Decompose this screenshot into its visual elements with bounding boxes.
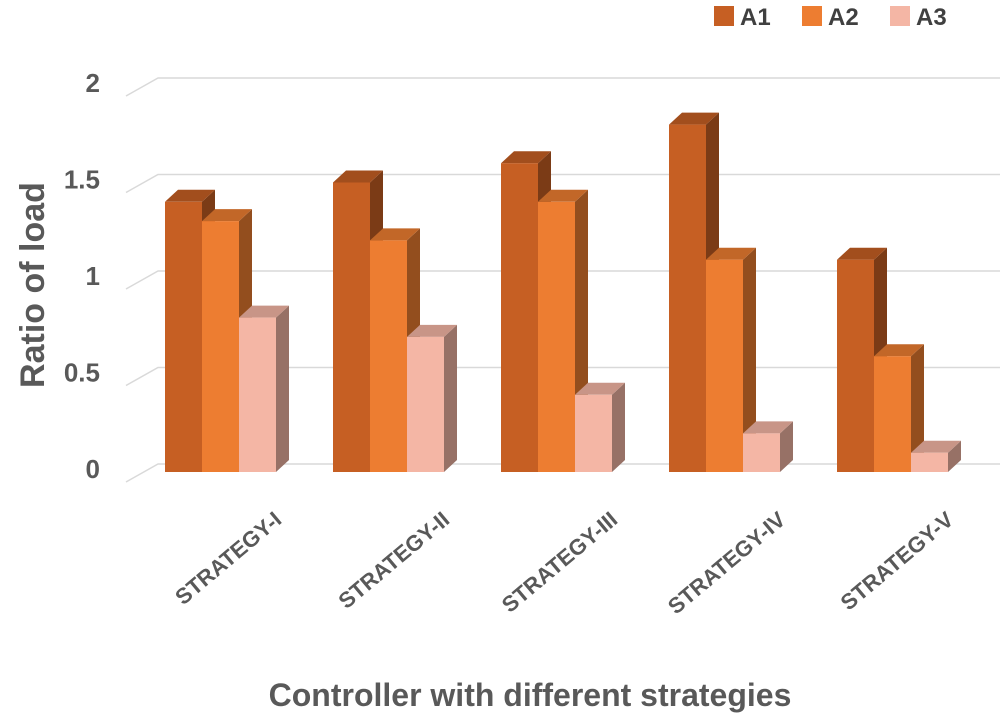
bar-top [575, 382, 625, 395]
bar-top [837, 247, 887, 260]
gridline [125, 173, 1000, 194]
bar-top [669, 112, 719, 125]
bar-top [239, 305, 289, 318]
bar-a3-4 [743, 421, 793, 472]
legend-label: A1 [740, 4, 771, 31]
bar-side [780, 421, 793, 472]
x-axis-title: Controller with different strategies [269, 677, 792, 713]
bar-top [538, 189, 588, 202]
bar-front [743, 433, 780, 472]
bar-top [743, 421, 793, 434]
bar-front [165, 201, 202, 473]
bar-a3-5 [911, 440, 961, 472]
bar-front [239, 317, 276, 472]
bar-front [538, 201, 575, 473]
y-axis-ticks: 0 0.5 1 1.5 2 [64, 68, 100, 484]
x-tick-label: STRATEGY-III [497, 507, 622, 618]
y-tick-label: 0.5 [64, 358, 100, 388]
y-axis-title: Ratio of load [14, 182, 52, 388]
y-tick-label: 1 [86, 261, 100, 291]
x-tick-label: STRATEGY-V [836, 506, 959, 615]
bar-top [333, 170, 383, 183]
x-tick-label: STRATEGY-IV [663, 506, 790, 619]
x-axis-labels: STRATEGY-I STRATEGY-II STRATEGY-III STRATEG… [170, 506, 958, 619]
legend: A1 A2 A3 [714, 4, 947, 31]
y-tick-label: 0 [86, 454, 100, 484]
bar-a3-1 [239, 305, 289, 472]
bar-top [874, 344, 924, 357]
legend-swatch [714, 6, 734, 26]
bar-top [165, 189, 215, 202]
bar-a3-2 [407, 324, 457, 472]
bar-side [743, 247, 756, 472]
bar-top [370, 228, 420, 241]
legend-item-a2: A2 [802, 4, 859, 31]
bar-front [501, 163, 538, 472]
bar-a2-4 [706, 247, 756, 472]
bar-front [706, 259, 743, 472]
legend-swatch [890, 6, 910, 26]
legend-label: A2 [828, 4, 859, 31]
bars [165, 112, 961, 473]
bar-front [333, 182, 370, 472]
x-tick-label: STRATEGY-II [334, 507, 455, 614]
bar-front [837, 259, 874, 472]
legend-item-a1: A1 [714, 4, 771, 31]
bar-a3-3 [575, 382, 625, 472]
bar-front [911, 452, 948, 472]
bar-front [874, 356, 911, 472]
bar-front [202, 221, 239, 472]
bar-front [407, 336, 444, 472]
y-tick-label: 1.5 [64, 165, 100, 195]
bar-a2-5 [874, 344, 924, 472]
y-tick-label: 2 [86, 68, 100, 98]
bar-side [444, 324, 457, 472]
bar-front [575, 394, 612, 472]
bar-side [612, 382, 625, 472]
legend-label: A3 [916, 4, 947, 31]
bar-side [911, 344, 924, 472]
legend-swatch [802, 6, 822, 26]
bar-side [276, 305, 289, 472]
bar-top [706, 247, 756, 260]
bar-top [202, 209, 252, 222]
bar-top [501, 151, 551, 164]
bar-front [669, 124, 706, 472]
bar-front [370, 240, 407, 472]
gridline [125, 77, 1000, 97]
bar-top [407, 324, 457, 337]
legend-item-a3: A3 [890, 4, 947, 31]
bar-top [911, 440, 961, 453]
bar-side [948, 440, 961, 472]
x-tick-label: STRATEGY-I [170, 507, 286, 610]
